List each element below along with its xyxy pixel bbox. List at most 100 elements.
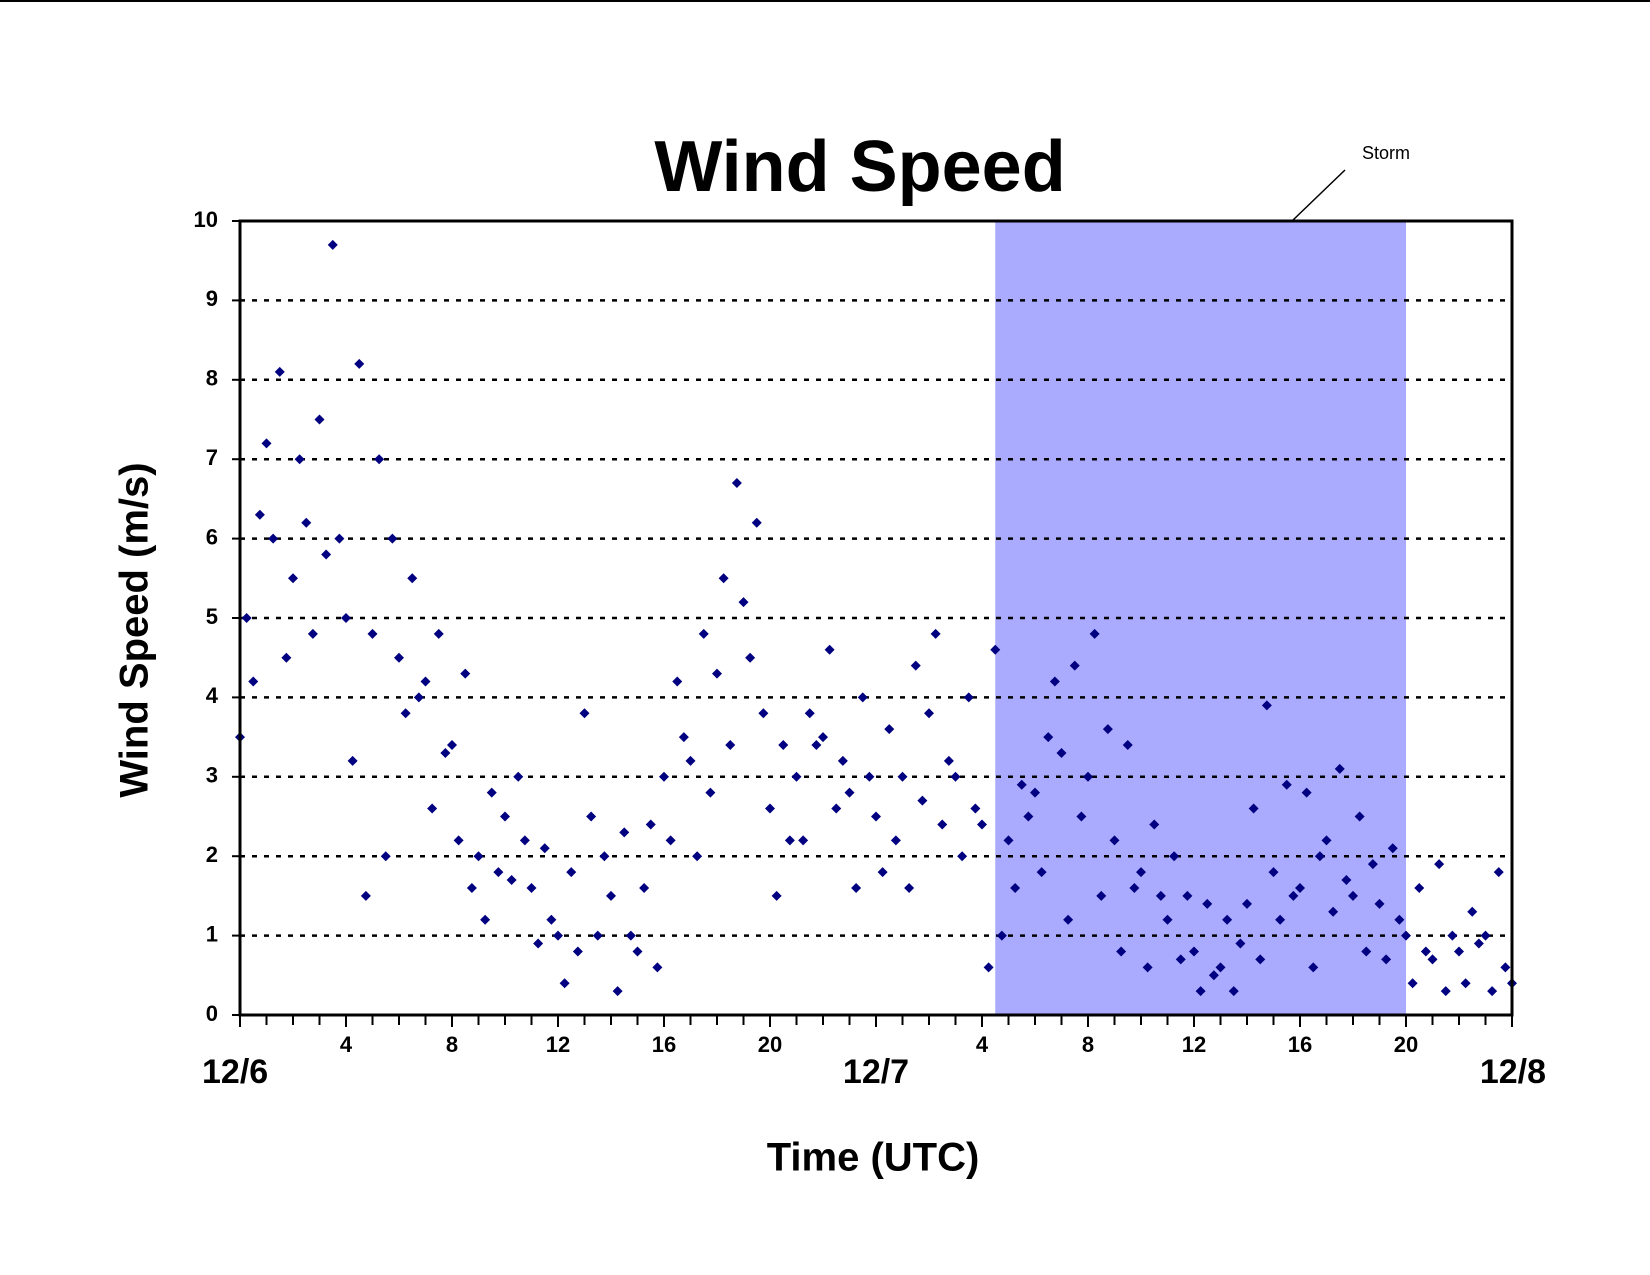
point — [354, 358, 365, 369]
point — [784, 835, 795, 846]
point — [990, 644, 1001, 655]
point — [1255, 954, 1266, 965]
point — [327, 239, 338, 250]
point — [360, 890, 371, 901]
y-tick-label: 4 — [206, 683, 219, 708]
point — [427, 803, 438, 814]
point — [718, 573, 729, 584]
point — [943, 755, 954, 766]
point — [1096, 890, 1107, 901]
point — [500, 811, 510, 822]
point — [261, 438, 272, 449]
y-tick-label: 0 — [206, 1001, 218, 1026]
point — [1473, 938, 1484, 949]
point — [977, 819, 987, 830]
point — [791, 771, 802, 782]
point — [1202, 898, 1213, 909]
point — [712, 668, 722, 679]
point — [639, 882, 650, 893]
point — [738, 597, 749, 608]
point — [1268, 867, 1279, 878]
point — [254, 509, 265, 520]
point — [1354, 811, 1365, 822]
point — [1500, 962, 1511, 973]
point — [1056, 747, 1067, 758]
point — [1314, 851, 1325, 862]
point — [433, 628, 444, 639]
point — [685, 755, 696, 766]
annotation-leader — [1291, 169, 1346, 222]
point — [818, 732, 828, 743]
point — [1182, 890, 1193, 901]
point — [758, 708, 769, 719]
point — [745, 652, 756, 663]
point — [1030, 787, 1040, 798]
y-tick-label: 10 — [194, 207, 218, 232]
point — [824, 644, 835, 655]
point — [963, 692, 974, 703]
y-tick-label: 1 — [206, 921, 218, 946]
point — [533, 938, 544, 949]
point — [413, 692, 424, 703]
point — [1235, 938, 1246, 949]
point — [857, 692, 868, 703]
point — [678, 732, 689, 743]
point — [1334, 763, 1345, 774]
point — [513, 771, 524, 782]
point — [592, 930, 603, 941]
point — [559, 978, 570, 989]
point — [751, 517, 762, 528]
point — [1228, 986, 1239, 997]
y-tick-label: 5 — [206, 604, 218, 629]
point — [1248, 803, 1259, 814]
point — [1454, 946, 1464, 957]
point — [334, 533, 345, 544]
point — [1480, 930, 1491, 941]
point — [1348, 890, 1358, 901]
point — [970, 803, 981, 814]
point — [314, 414, 325, 425]
point — [692, 851, 703, 862]
point — [407, 573, 418, 584]
point — [294, 454, 305, 465]
point — [831, 803, 842, 814]
point — [659, 771, 669, 782]
point — [1261, 700, 1272, 711]
point — [579, 708, 590, 719]
point — [480, 914, 491, 925]
point — [1308, 962, 1319, 973]
point — [460, 668, 471, 679]
point — [1049, 676, 1060, 687]
point — [539, 843, 550, 854]
point — [890, 835, 901, 846]
point — [871, 811, 881, 822]
point — [307, 628, 318, 639]
point — [1189, 946, 1199, 957]
point — [453, 835, 464, 846]
point — [804, 708, 815, 719]
point — [248, 676, 259, 687]
point — [1394, 914, 1405, 925]
point — [851, 882, 862, 893]
point — [1281, 779, 1292, 790]
point — [1116, 946, 1127, 957]
point — [420, 676, 431, 687]
point — [1460, 978, 1471, 989]
point — [473, 851, 484, 862]
point — [1374, 898, 1385, 909]
x-tick-label: 8 — [446, 1032, 458, 1057]
points-layer — [235, 239, 1517, 997]
point — [1447, 930, 1458, 941]
point — [864, 771, 875, 782]
point — [380, 851, 391, 862]
point — [553, 930, 563, 941]
point — [1414, 882, 1425, 893]
point — [698, 628, 709, 639]
point — [1420, 946, 1431, 957]
point — [1427, 954, 1438, 965]
point — [1195, 986, 1206, 997]
point — [1487, 986, 1498, 997]
point — [1328, 906, 1339, 917]
y-axis-label: Wind Speed (m/s) — [113, 462, 157, 797]
